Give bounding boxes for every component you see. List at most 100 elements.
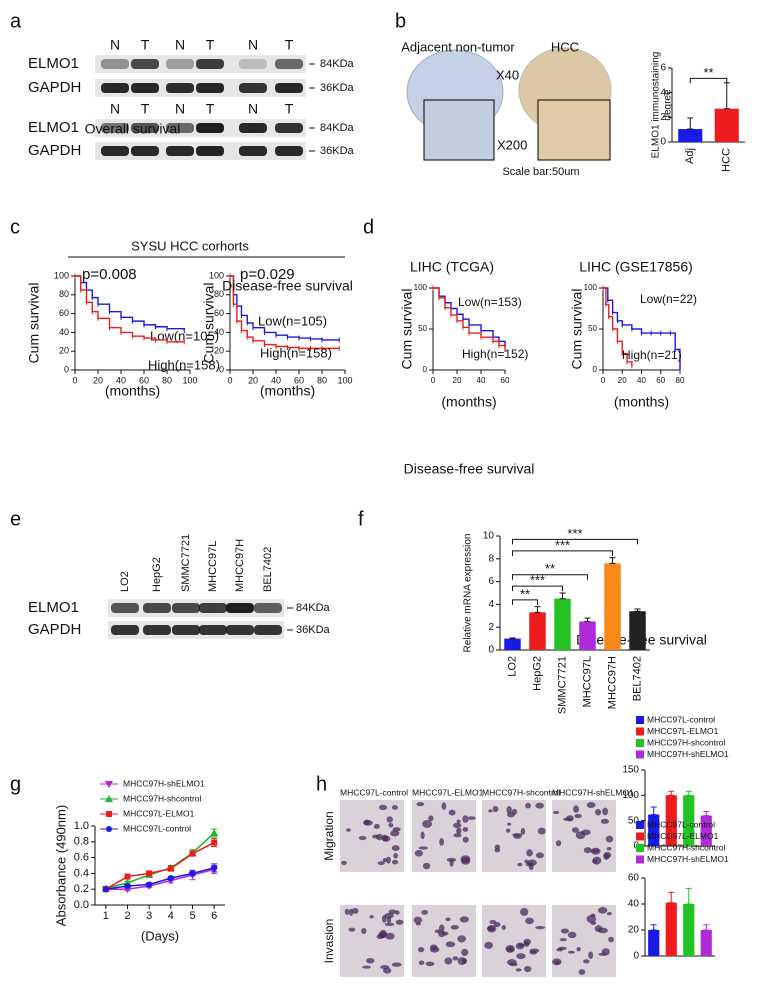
cell	[573, 805, 580, 813]
x-axis-label: (months)	[260, 383, 315, 399]
cell	[486, 926, 495, 932]
cell	[382, 835, 391, 842]
chart-title: LIHC (GSE17856)	[579, 259, 693, 275]
panel-label: h	[316, 773, 327, 795]
error-bar	[685, 887, 692, 905]
row-label: GAPDH	[28, 79, 81, 96]
cell	[417, 946, 425, 953]
error-bar	[584, 617, 591, 622]
cell	[351, 908, 359, 914]
cell	[382, 857, 388, 863]
legend-marker	[106, 811, 112, 817]
series-label: High(n=21)	[622, 348, 682, 362]
ihc-inset	[537, 99, 611, 161]
cell	[366, 957, 375, 964]
legend-label: MHCC97H-shcontrol	[123, 793, 202, 803]
y-tick-label: 6	[660, 63, 666, 74]
y-tick-label: 50	[628, 815, 640, 826]
cell	[566, 815, 574, 822]
y-tick-label: 0	[423, 365, 428, 374]
y-tick-label: 4	[660, 87, 666, 98]
y-tick-label: 20	[214, 346, 224, 356]
cell	[523, 965, 532, 973]
legend-swatch	[636, 750, 644, 759]
cell	[552, 958, 562, 966]
cell	[484, 941, 493, 949]
y-tick-label: 40	[628, 899, 640, 910]
cell	[391, 845, 400, 852]
error-bar	[723, 82, 730, 110]
y-tick-label: 0	[488, 645, 494, 656]
marker	[189, 870, 196, 877]
x-tick-label: 0	[431, 376, 436, 385]
bar	[504, 638, 521, 650]
cell	[602, 807, 609, 816]
cell	[422, 862, 431, 870]
x-tick-label: 6	[211, 910, 217, 922]
cell	[583, 847, 592, 854]
cell	[386, 856, 391, 864]
x-axis-label: (months)	[105, 383, 160, 399]
band	[131, 59, 159, 69]
cell	[467, 816, 476, 820]
cell	[450, 924, 459, 930]
y-axis-label: Relative mRNA expression	[463, 534, 474, 653]
band	[226, 603, 254, 613]
cell	[571, 827, 579, 833]
y-axis-label: Cum survival	[399, 289, 415, 370]
lane-label: T	[141, 37, 150, 53]
y-tick-label: 100	[622, 790, 639, 801]
y-tick-label: 0.6	[74, 852, 89, 864]
y-tick-label: 0.2	[74, 883, 89, 895]
cell	[506, 959, 517, 966]
band	[239, 83, 267, 93]
cell	[492, 805, 499, 813]
y-tick-label: 60	[59, 308, 69, 318]
bar	[665, 795, 677, 846]
legend-label: MHCC97L-control	[123, 823, 191, 833]
panel-label: d	[363, 216, 374, 238]
cell	[446, 857, 457, 862]
cell	[523, 938, 531, 946]
y-tick-label: 50	[588, 324, 597, 333]
legend-marker	[106, 826, 112, 832]
lane-label: T	[206, 101, 215, 117]
survival-curve	[603, 287, 633, 366]
cell	[384, 922, 395, 926]
legend-marker	[105, 795, 113, 802]
legend-swatch	[636, 727, 644, 736]
panel-label: f	[358, 508, 364, 530]
column-label: MHCC97H-shcontrol	[482, 787, 561, 797]
x-axis-label: (Days)	[141, 928, 179, 943]
y-tick-label: 0	[219, 364, 224, 374]
x-tick-label: LO2	[506, 656, 518, 677]
legend-label: MHCC97H-shcontrol	[647, 737, 726, 747]
band	[275, 83, 303, 93]
cell	[445, 917, 451, 922]
y-tick-label: 20	[59, 346, 69, 356]
cell	[461, 958, 468, 964]
x-tick-label: 4	[168, 910, 174, 922]
bar	[700, 815, 712, 846]
x-tick-label: 40	[116, 375, 126, 385]
cell	[462, 826, 469, 833]
marker	[167, 865, 174, 872]
error-bar	[703, 811, 710, 817]
lane-label: T	[285, 101, 294, 117]
x-tick-label: 0	[72, 375, 77, 385]
cell	[588, 951, 594, 959]
x-tick-label: 100	[337, 375, 352, 385]
cell	[608, 936, 614, 943]
cell	[535, 802, 544, 809]
significance-label: **	[703, 65, 713, 80]
y-axis-label: Cum survival	[569, 289, 585, 370]
x-tick-label: 60	[294, 375, 304, 385]
cell	[381, 915, 387, 923]
band	[196, 59, 224, 69]
x-tick-label: 20	[618, 376, 627, 385]
cell	[349, 908, 354, 916]
band	[111, 625, 139, 635]
marker	[146, 870, 153, 877]
y-tick-label: 150	[622, 765, 639, 776]
p-value: p=0.029	[240, 266, 295, 283]
